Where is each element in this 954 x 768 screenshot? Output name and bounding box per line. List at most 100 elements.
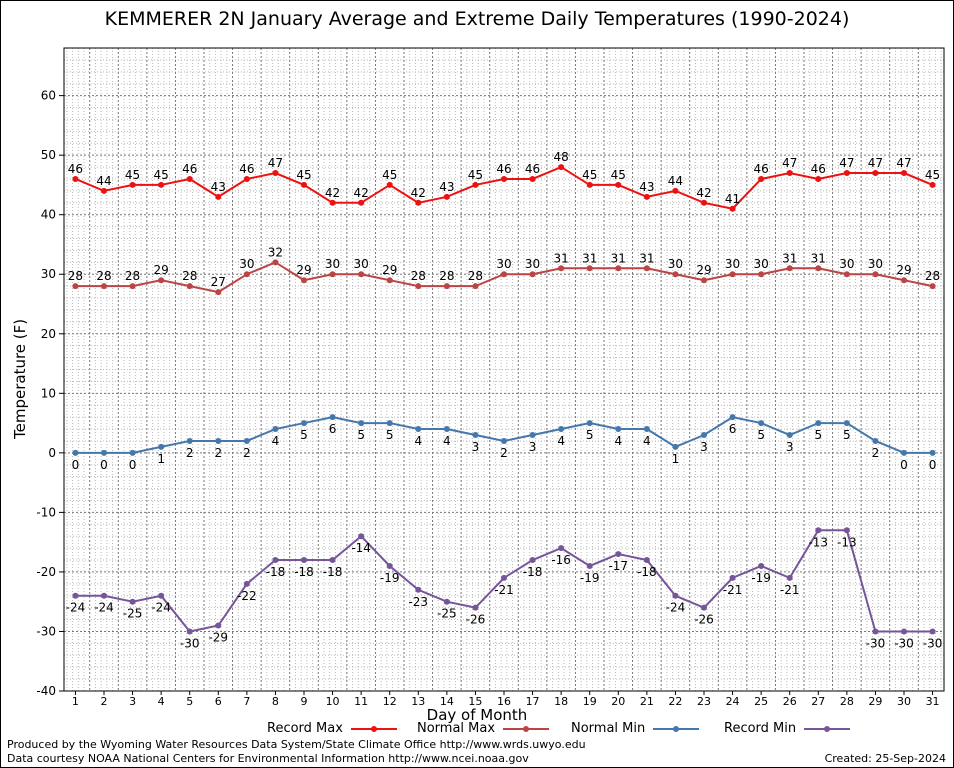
data-label-record-max: 45	[468, 168, 483, 182]
data-label-record-max: 47	[868, 156, 883, 170]
x-tick-label: 2	[101, 695, 108, 708]
data-label-normal-max: 29	[154, 263, 169, 277]
data-label-record-max: 42	[325, 186, 340, 200]
data-point-normal-min	[529, 431, 536, 438]
data-label-record-min: -23	[408, 595, 428, 609]
data-point-record-min	[158, 592, 165, 599]
data-label-normal-max: 30	[325, 257, 340, 271]
data-point-record-min	[558, 545, 565, 552]
data-label-record-min: -17	[608, 559, 628, 573]
data-label-normal-min: 0	[100, 458, 108, 472]
data-point-normal-min	[101, 449, 107, 456]
data-point-normal-min	[929, 449, 936, 456]
data-point-normal-max	[501, 271, 507, 278]
data-label-record-max: 46	[68, 162, 83, 176]
data-label-record-min: -22	[237, 589, 257, 603]
data-label-normal-min: 3	[700, 440, 708, 454]
legend-label-record-max: Record Max	[267, 721, 343, 736]
data-point-normal-min	[243, 437, 250, 444]
data-label-record-min: -16	[551, 553, 571, 567]
x-tick-label: 23	[697, 695, 711, 708]
data-point-normal-max	[929, 283, 936, 290]
data-point-normal-min	[786, 431, 793, 438]
data-label-record-min: -30	[923, 636, 943, 650]
data-label-normal-min: 3	[529, 440, 537, 454]
data-point-record-min	[815, 527, 822, 534]
data-label-normal-min: 5	[386, 428, 394, 442]
data-label-record-min: -18	[637, 565, 657, 579]
data-point-normal-max	[643, 265, 650, 272]
data-label-normal-min: 2	[214, 446, 222, 460]
data-label-record-max: 46	[811, 162, 826, 176]
data-label-record-min: -14	[351, 541, 371, 555]
data-point-normal-min	[586, 420, 593, 427]
data-point-normal-min	[729, 414, 736, 421]
data-label-normal-max: 28	[68, 269, 83, 283]
x-tick-label: 17	[526, 695, 540, 708]
x-tick-label: 28	[840, 695, 854, 708]
data-point-normal-min	[701, 431, 707, 438]
data-label-normal-max: 30	[354, 257, 369, 271]
data-label-record-min: -26	[694, 613, 714, 627]
data-point-normal-max	[758, 271, 765, 278]
y-tick-label: -20	[36, 565, 56, 579]
data-point-normal-min	[129, 449, 136, 456]
data-point-record-max	[186, 175, 193, 182]
data-label-normal-min: 0	[72, 458, 80, 472]
data-point-record-min	[443, 598, 450, 605]
legend-swatch-normal-max	[503, 725, 550, 732]
x-tick-label: 6	[215, 695, 222, 708]
data-label-normal-max: 31	[611, 251, 626, 265]
data-point-record-max	[101, 187, 107, 194]
data-label-record-min: -24	[66, 601, 86, 615]
data-label-record-min: -24	[666, 601, 686, 615]
data-point-normal-min	[158, 443, 165, 450]
data-point-normal-min	[472, 431, 479, 438]
data-label-normal-max: 29	[296, 263, 311, 277]
data-point-normal-max	[529, 271, 536, 278]
y-tick-label: 20	[41, 327, 56, 341]
data-label-record-max: 41	[725, 192, 740, 206]
data-point-normal-max	[101, 283, 107, 290]
data-point-normal-max	[672, 271, 679, 278]
data-point-normal-min	[186, 437, 193, 444]
data-point-record-min	[186, 628, 193, 635]
data-point-record-min	[843, 527, 850, 534]
legend-label-record-min: Record Min	[724, 721, 797, 736]
data-label-record-max: 45	[296, 168, 311, 182]
data-label-record-max: 45	[925, 168, 940, 182]
data-point-record-max	[272, 170, 279, 177]
data-point-normal-min	[558, 426, 565, 433]
data-label-normal-min: 4	[614, 434, 622, 448]
data-point-normal-max	[815, 265, 822, 272]
data-point-record-min	[701, 604, 707, 611]
data-label-record-min: -18	[323, 565, 343, 579]
data-label-normal-max: 31	[582, 251, 597, 265]
data-point-normal-max	[386, 277, 393, 284]
legend-item-normal-min: Normal Min	[571, 721, 701, 736]
x-tick-label: 27	[811, 695, 825, 708]
data-label-normal-max: 30	[239, 257, 254, 271]
legend-swatch-normal-min	[653, 725, 700, 732]
x-tick-label: 25	[754, 695, 768, 708]
data-point-normal-min	[872, 437, 879, 444]
legend-item-normal-max: Normal Max	[417, 721, 551, 736]
data-label-record-min: -24	[151, 601, 171, 615]
x-tick-label: 24	[726, 695, 740, 708]
data-label-normal-max: 31	[782, 251, 797, 265]
x-tick-label: 8	[272, 695, 279, 708]
data-label-record-min: -21	[494, 583, 514, 597]
chart-title: KEMMERER 2N January Average and Extreme …	[104, 8, 850, 30]
data-point-normal-min	[672, 443, 679, 450]
data-label-normal-max: 28	[468, 269, 483, 283]
x-tick-label: 3	[129, 695, 136, 708]
data-point-record-min	[758, 562, 765, 569]
data-label-normal-min: 6	[329, 422, 337, 436]
data-label-normal-min: 2	[500, 446, 508, 460]
y-tick-label: 10	[41, 386, 56, 400]
data-label-record-max: 44	[668, 174, 683, 188]
data-label-normal-min: 1	[672, 452, 680, 466]
data-label-normal-min: 1	[157, 452, 165, 466]
data-point-normal-max	[358, 271, 365, 278]
data-point-normal-min	[215, 437, 222, 444]
